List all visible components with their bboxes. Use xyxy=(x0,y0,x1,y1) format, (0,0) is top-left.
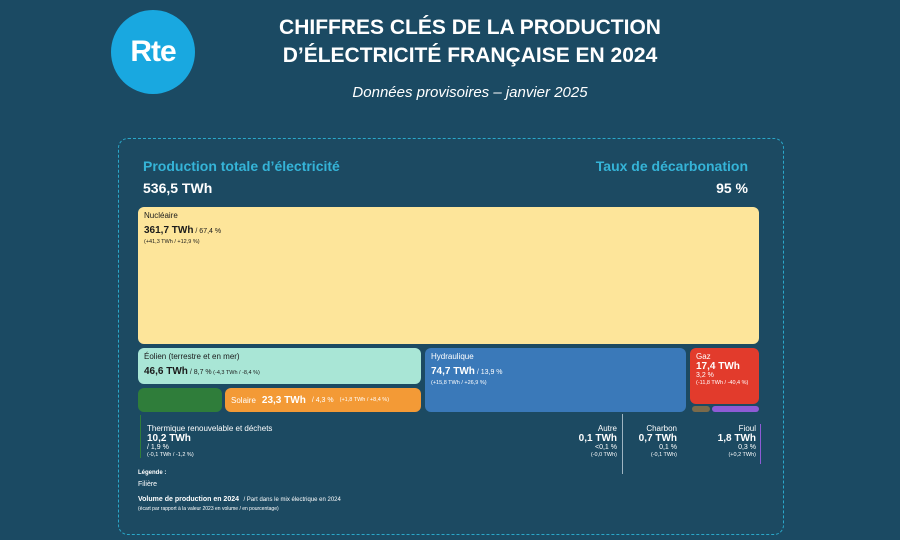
legend: Légende : Filière Volume de production e… xyxy=(138,470,341,512)
label-diff-thermique-renouvelable-et-dechets: (-0,1 TWh / -1,2 %) xyxy=(147,452,194,458)
legend-volume-line: Volume de production en 2024 / Part dans… xyxy=(138,488,341,505)
legend-volume: Volume de production en 2024 xyxy=(138,496,240,503)
total-production-label: Production totale d’électricité xyxy=(143,158,340,174)
label-volume-thermique-renouvelable-et-dechets: 10,2 TWh xyxy=(147,433,191,444)
legend-diff: (écart par rapport à la valeur 2023 en v… xyxy=(138,506,279,512)
decarbonisation-value: 95 % xyxy=(716,180,748,196)
tile-thermique-renouvelable-et-dechets xyxy=(138,388,222,412)
tile-hydraulique: Hydraulique 74,7 TWh / 13,9 % (+15,8 TWh /… xyxy=(425,348,686,412)
page-subtitle: Données provisoires – janvier 2025 xyxy=(352,84,588,101)
title-line-2: D’ÉLECTRICITÉ FRANÇAISE EN 2024 xyxy=(282,44,658,67)
decarbonisation-label: Taux de décarbonation xyxy=(595,158,748,174)
tile-value-line-nucleaire: 361,7 TWh / 67,4 % xyxy=(144,220,221,237)
tile-volume-solaire: 23,3 TWh xyxy=(261,394,306,406)
label-volume-fioul: 1,8 TWh xyxy=(717,433,756,444)
tile-name-hydraulique: Hydraulique xyxy=(431,352,474,361)
rte-logo: Rte xyxy=(111,10,195,94)
tile-volume-eolien-terrestre-et-en-mer: 46,6 TWh xyxy=(144,366,188,377)
label-volume-charbon: 0,7 TWh xyxy=(638,433,677,444)
tile-name-gaz: Gaz xyxy=(696,352,711,361)
rte-logo-text: Rte xyxy=(130,35,176,68)
label-name-autre: Autre xyxy=(597,424,617,433)
tile-fioul xyxy=(712,406,759,412)
tile-gaz: Gaz 17,4 TWh 3,2 % (-11,8 TWh / -40,4 %) xyxy=(690,348,759,404)
tile-charbon xyxy=(692,406,710,412)
tile-share-hydraulique: / 13,9 % xyxy=(474,369,503,376)
page-title: CHIFFRES CLÉS DE LA PRODUCTION D’ÉLECTRI… xyxy=(220,14,720,70)
tile-share-eolien-terrestre-et-en-mer: / 8,7 % xyxy=(187,369,212,376)
tile-value-line-hydraulique: 74,7 TWh / 13,9 % xyxy=(431,361,503,378)
label-share-thermique-renouvelable-et-dechets: / 1,9 % xyxy=(147,444,169,451)
label-charbon: Charbon 0,7 TWh 0,1 % (-0,1 TWh) xyxy=(622,414,677,474)
tile-nucleaire: Nucléaire 361,7 TWh / 67,4 % (+41,3 TWh / … xyxy=(138,207,759,344)
tile-share-gaz: 3,2 % xyxy=(696,372,714,379)
label-value-line-thermique-renouvelable-et-dechets: 10,2 TWh / 1,9 % xyxy=(147,433,272,451)
label-name-thermique-renouvelable-et-dechets: Thermique renouvelable et déchets xyxy=(147,424,273,433)
tile-volume-nucleaire: 361,7 TWh xyxy=(144,225,194,236)
tile-share-solaire: / 4,3 % xyxy=(311,396,334,404)
label-volume-autre: 0,1 TWh xyxy=(578,433,617,444)
label-autre: Autre 0,1 TWh <0,1 % (-0,0 TWh) xyxy=(567,424,617,458)
tile-name-eolien-terrestre-et-en-mer: Éolien (terrestre et en mer) xyxy=(144,352,240,361)
label-diff-autre: (-0,0 TWh) xyxy=(590,452,617,458)
tile-value-line-eolien-terrestre-et-en-mer: 46,6 TWh / 8,7 % (-4,3 TWh / -8,4 %) xyxy=(144,361,260,378)
tile-volume-gaz: 17,4 TWh xyxy=(696,361,740,372)
tile-volume-hydraulique: 74,7 TWh xyxy=(431,366,475,377)
tile-share-nucleaire: / 67,4 % xyxy=(193,228,222,235)
tile-diff-hydraulique: (+15,8 TWh / +26,9 %) xyxy=(431,380,487,386)
label-name-fioul: Fioul xyxy=(738,424,756,433)
title-line-1: CHIFFRES CLÉS DE LA PRODUCTION xyxy=(279,16,661,39)
legend-title: Légende : xyxy=(138,470,167,476)
tile-eolien-terrestre-et-en-mer: Éolien (terrestre et en mer) 46,6 TWh / 8… xyxy=(138,348,421,384)
legend-filiere: Filière xyxy=(138,481,158,488)
tile-diff-solaire: (+1,8 TWh / +8,4 %) xyxy=(339,397,390,403)
label-fioul: Fioul 1,8 TWh 0,3 % (+0,2 TWh) xyxy=(706,424,761,464)
label-share-fioul: 0,3 % xyxy=(738,444,756,451)
label-diff-charbon: (-0,1 TWh) xyxy=(650,452,677,458)
total-production-value: 536,5 TWh xyxy=(143,180,213,196)
label-thermique-renouvelable-et-dechets: Thermique renouvelable et déchets 10,2 TW… xyxy=(140,415,272,458)
label-share-charbon: 0,1 % xyxy=(659,444,677,451)
tile-name-solaire: Solaire xyxy=(231,395,256,405)
tile-diff-eolien-terrestre-et-en-mer: (-4,3 TWh / -8,4 %) xyxy=(211,370,260,376)
label-diff-fioul: (+0,2 TWh) xyxy=(728,452,756,458)
label-share-autre: <0,1 % xyxy=(595,444,617,451)
label-name-charbon: Charbon xyxy=(646,424,677,433)
tile-diff-nucleaire: (+41,3 TWh / +12,9 %) xyxy=(144,239,200,245)
tile-solaire: Solaire 23,3 TWh / 4,3 % (+1,8 TWh / +8,4 %… xyxy=(225,388,421,412)
tile-name-nucleaire: Nucléaire xyxy=(144,211,178,220)
tile-diff-gaz: (-11,8 TWh / -40,4 %) xyxy=(696,380,749,386)
legend-share: / Part dans le mix électrique en 2024 xyxy=(243,497,341,503)
